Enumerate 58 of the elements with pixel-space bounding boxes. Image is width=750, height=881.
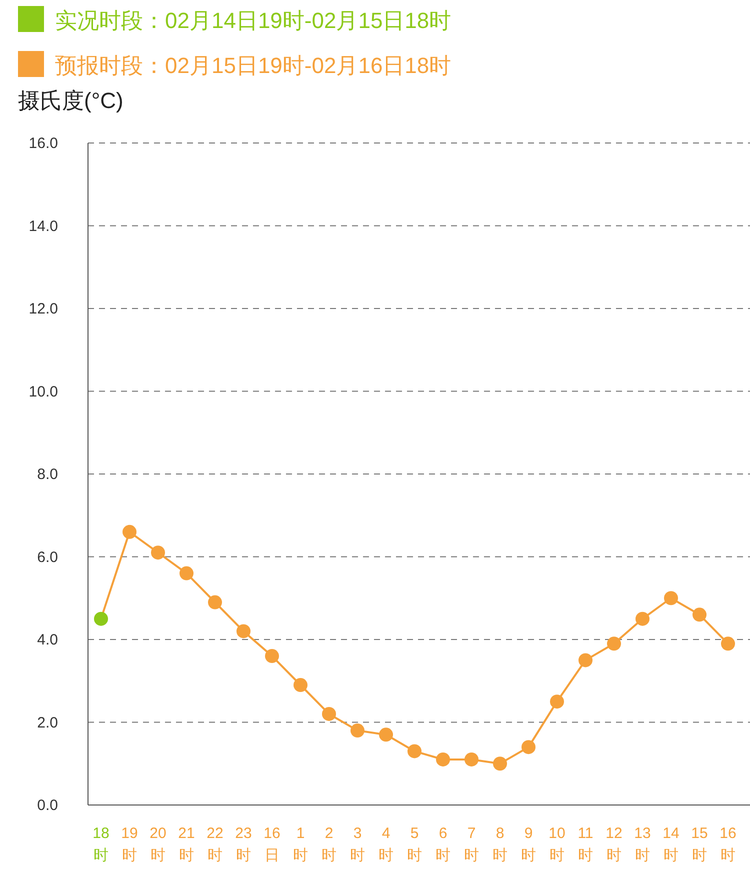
point bbox=[322, 706, 336, 721]
x-tick-label: 21时 bbox=[178, 825, 195, 864]
x-tick-label: 9时 bbox=[521, 825, 536, 864]
x-tick-label: 5时 bbox=[407, 825, 422, 864]
y-tick-label: 14.0 bbox=[28, 218, 58, 235]
x-tick-label: 10时 bbox=[548, 825, 566, 864]
legend-label: 实况时段：02月14日19时-02月15日18时 bbox=[55, 8, 452, 33]
y-tick-label: 12.0 bbox=[28, 300, 58, 318]
x-tick-label: 2时 bbox=[322, 825, 336, 864]
x-tick-label: 15时 bbox=[691, 825, 708, 864]
y-tick-label: 4.0 bbox=[37, 632, 58, 648]
x-tick-label: 18时 bbox=[92, 825, 110, 864]
point bbox=[607, 636, 621, 651]
point bbox=[265, 649, 279, 664]
x-tick-label: 3时 bbox=[350, 825, 365, 864]
y-tick-label: 10.0 bbox=[28, 383, 58, 400]
point bbox=[464, 752, 478, 766]
point bbox=[350, 724, 364, 738]
point bbox=[721, 636, 735, 651]
x-tick-label: 16时 bbox=[720, 825, 736, 864]
y-tick-label: 6.0 bbox=[37, 548, 58, 566]
point bbox=[94, 612, 108, 626]
x-tick-label: 14时 bbox=[662, 825, 680, 864]
point bbox=[379, 728, 393, 742]
point bbox=[436, 752, 450, 766]
point bbox=[692, 608, 706, 622]
x-tick-label: 20时 bbox=[150, 825, 166, 864]
point bbox=[294, 678, 308, 692]
point bbox=[493, 756, 507, 771]
x-tick-label: 13时 bbox=[634, 825, 651, 864]
x-tick-label: 12时 bbox=[606, 825, 622, 864]
point bbox=[208, 595, 222, 610]
point bbox=[180, 566, 194, 580]
x-tick-label: 23时 bbox=[235, 825, 252, 864]
x-tick-label: 6时 bbox=[436, 825, 450, 864]
legend-label: 预报时段：02月15日19时-02月16日18时 bbox=[55, 53, 452, 78]
x-tick-label: 16日 bbox=[264, 825, 280, 864]
y-tick-label: 0.0 bbox=[37, 797, 58, 814]
y-tick-label: 8.0 bbox=[37, 466, 58, 483]
point bbox=[550, 694, 564, 709]
x-tick-label: 8时 bbox=[492, 825, 508, 864]
x-tick-label: 22时 bbox=[206, 825, 224, 864]
y-tick-label: 16.0 bbox=[28, 135, 58, 152]
y-axis-title: 摄氏度(°C) bbox=[18, 88, 124, 113]
point bbox=[664, 591, 678, 606]
point bbox=[122, 524, 136, 539]
point bbox=[408, 744, 422, 758]
point bbox=[151, 546, 165, 560]
x-tick-label: 19时 bbox=[121, 825, 138, 864]
x-tick-label: 11时 bbox=[578, 825, 594, 864]
point bbox=[236, 624, 250, 638]
point bbox=[522, 740, 536, 754]
point bbox=[578, 653, 592, 668]
x-tick-label: 7时 bbox=[464, 825, 479, 864]
y-tick-label: 2.0 bbox=[37, 714, 58, 732]
x-tick-label: 4时 bbox=[378, 825, 394, 864]
point bbox=[636, 612, 650, 626]
x-tick-label: 1时 bbox=[293, 825, 308, 864]
